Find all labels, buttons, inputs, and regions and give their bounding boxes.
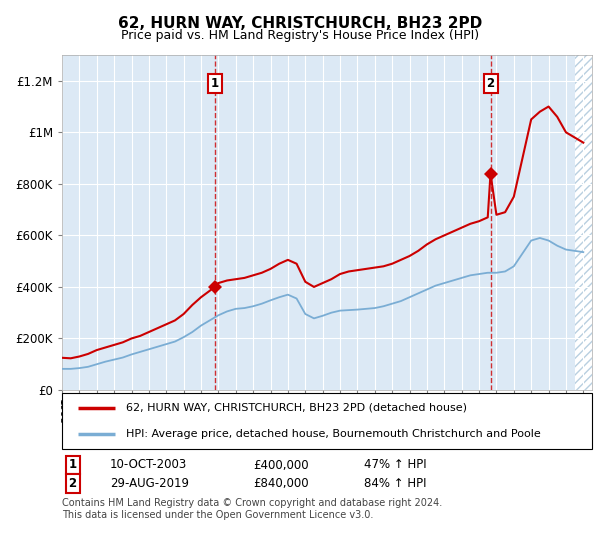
Text: 1: 1: [68, 459, 77, 472]
Text: 62, HURN WAY, CHRISTCHURCH, BH23 2PD: 62, HURN WAY, CHRISTCHURCH, BH23 2PD: [118, 16, 482, 31]
Bar: [575, 55, 592, 390]
Text: 10-OCT-2003: 10-OCT-2003: [110, 459, 187, 472]
Text: 84% ↑ HPI: 84% ↑ HPI: [364, 477, 427, 489]
FancyBboxPatch shape: [62, 393, 592, 449]
Bar: [62, 55, 575, 390]
Text: 47% ↑ HPI: 47% ↑ HPI: [364, 459, 427, 472]
Text: 1: 1: [211, 77, 218, 90]
Text: 2: 2: [487, 77, 494, 90]
Text: 29-AUG-2019: 29-AUG-2019: [110, 477, 189, 489]
Text: £400,000: £400,000: [253, 459, 308, 472]
Text: HPI: Average price, detached house, Bournemouth Christchurch and Poole: HPI: Average price, detached house, Bour…: [125, 430, 541, 440]
Text: 62, HURN WAY, CHRISTCHURCH, BH23 2PD (detached house): 62, HURN WAY, CHRISTCHURCH, BH23 2PD (de…: [125, 403, 467, 413]
Text: £840,000: £840,000: [253, 477, 308, 489]
Text: 2: 2: [68, 477, 77, 489]
Text: Contains HM Land Registry data © Crown copyright and database right 2024.
This d: Contains HM Land Registry data © Crown c…: [62, 498, 442, 520]
Text: Price paid vs. HM Land Registry's House Price Index (HPI): Price paid vs. HM Land Registry's House …: [121, 29, 479, 42]
